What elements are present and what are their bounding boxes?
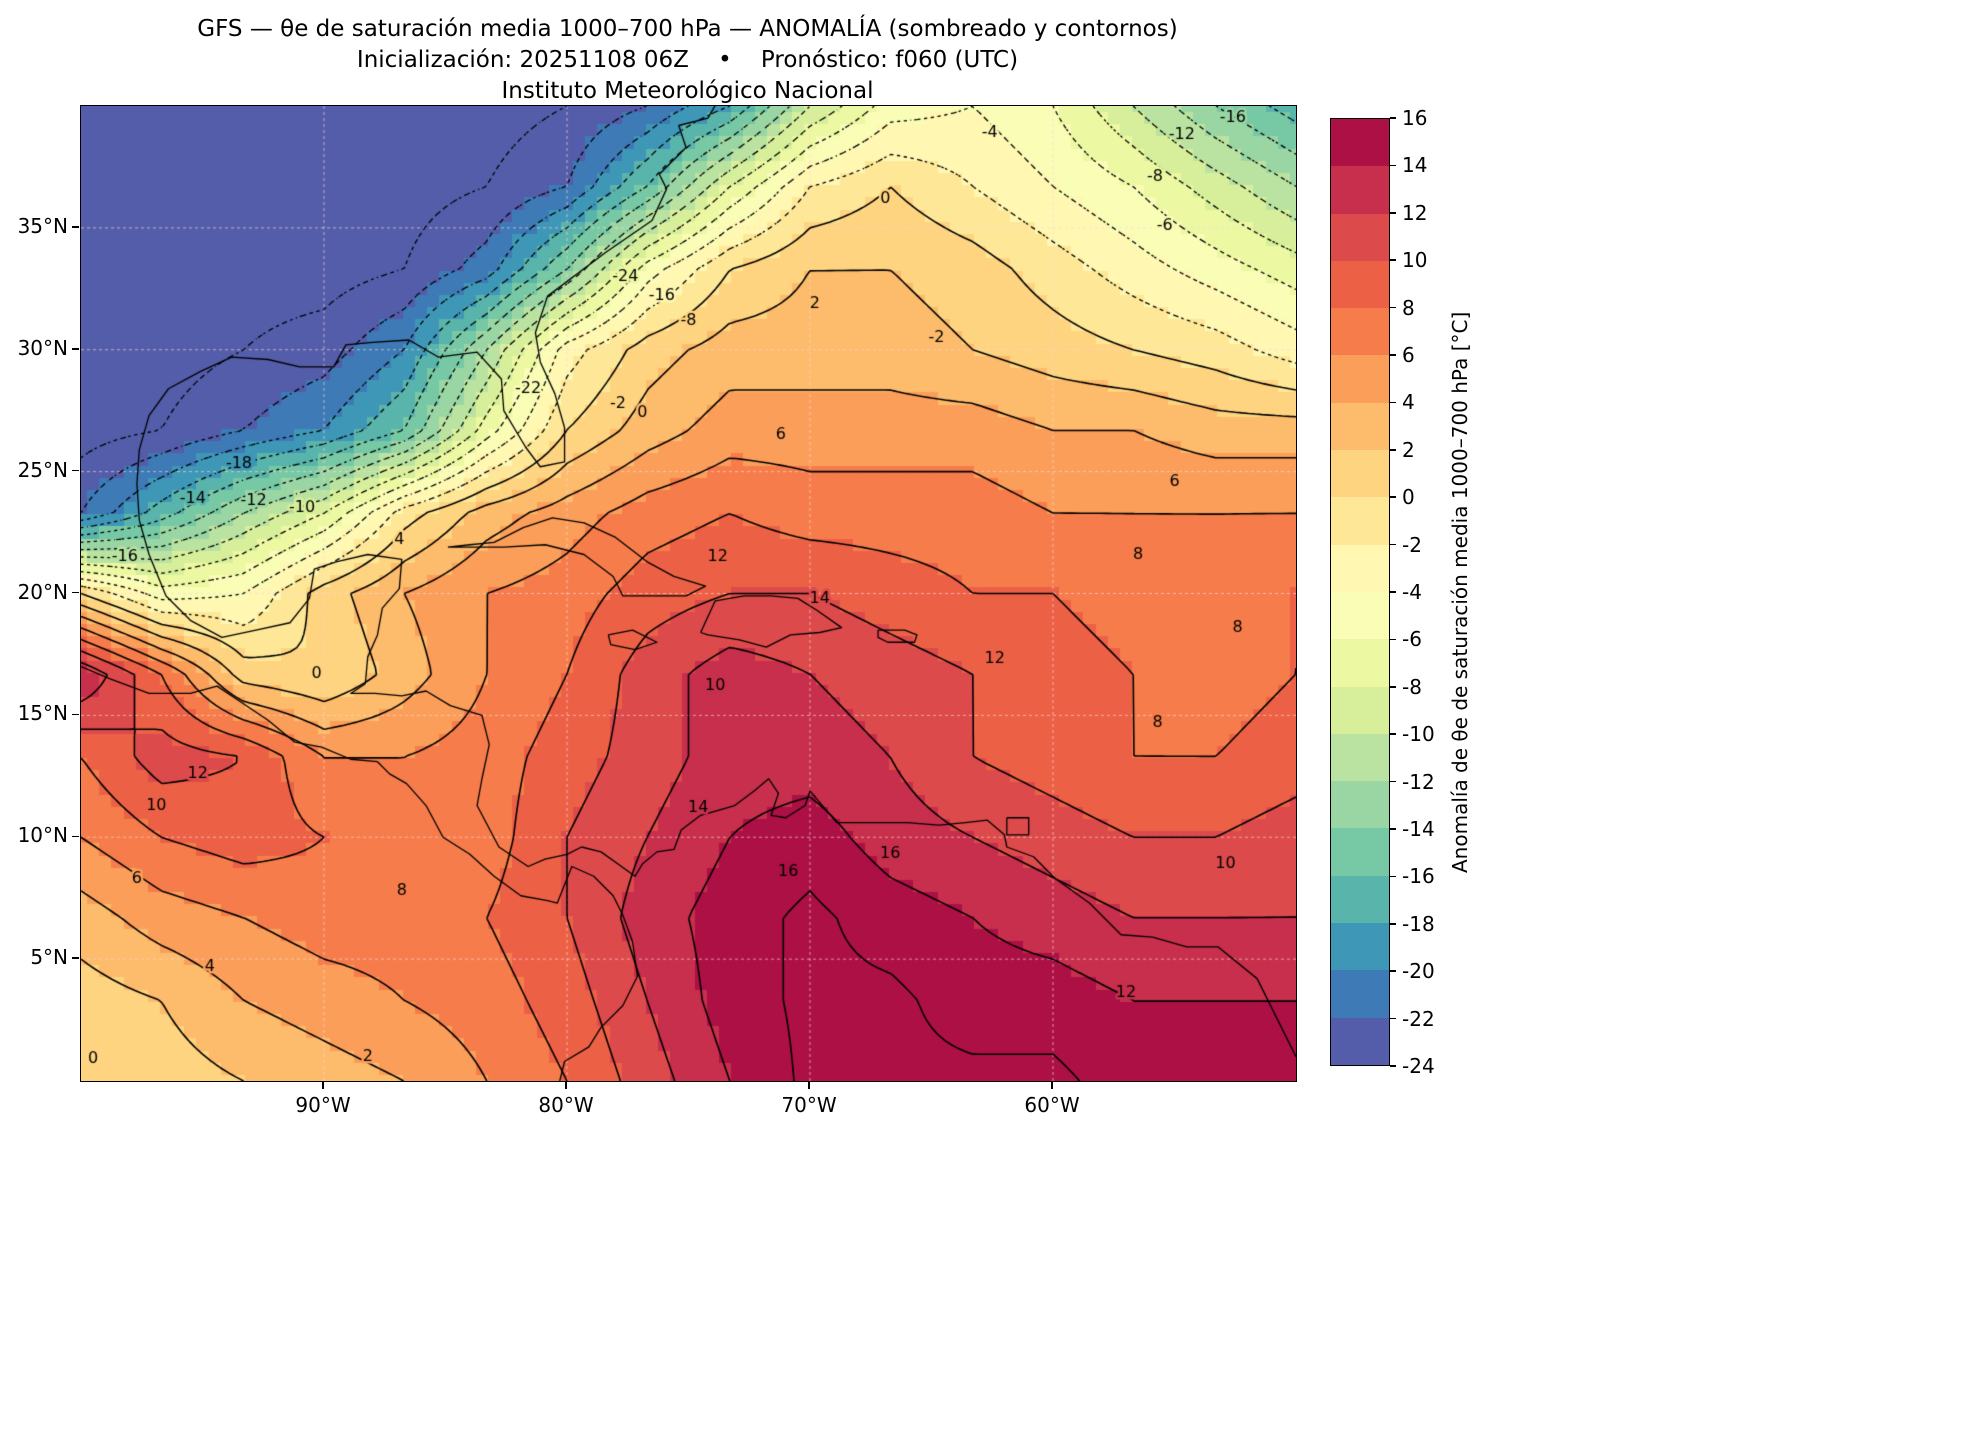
chart-title: GFS — θe de saturación media 1000–700 hP… — [197, 16, 1178, 42]
x-tick-label: 90°W — [295, 1093, 351, 1117]
y-tick-mark — [72, 591, 79, 594]
colorbar-axis-label: Anomalía de θe de saturación media 1000–… — [1448, 311, 1472, 873]
colorbar-tick-mark — [1390, 164, 1396, 167]
colorbar-tick-label: 6 — [1402, 343, 1415, 367]
colorbar-tick-mark — [1390, 686, 1396, 688]
colorbar-band — [1331, 639, 1389, 687]
colorbar-tick-label: 16 — [1402, 106, 1428, 130]
colorbar-band — [1331, 923, 1389, 971]
y-tick-mark — [72, 348, 79, 350]
colorbar-band — [1331, 1017, 1389, 1065]
colorbar-tick-mark — [1390, 1065, 1396, 1067]
anomaly-map-canvas — [80, 105, 1297, 1082]
colorbar-tick-label: -10 — [1402, 722, 1435, 747]
colorbar-band — [1331, 308, 1389, 356]
colorbar-band — [1331, 781, 1389, 829]
colorbar-tick-label: -12 — [1402, 769, 1435, 794]
y-tick-mark — [72, 835, 79, 837]
y-tick-label: 5°N — [30, 945, 68, 970]
x-tick-label: 60°W — [1024, 1093, 1080, 1117]
colorbar-tick-mark — [1390, 591, 1396, 593]
colorbar-band — [1331, 260, 1389, 309]
colorbar-tick-label: 14 — [1402, 153, 1428, 178]
colorbar-band — [1331, 497, 1389, 545]
colorbar-tick-mark — [1390, 212, 1396, 214]
x-tick-label: 70°W — [781, 1093, 837, 1117]
y-tick-label: 20°N — [17, 579, 68, 604]
colorbar-band — [1331, 119, 1389, 167]
y-tick-mark — [72, 713, 79, 716]
colorbar-tick-mark — [1390, 306, 1396, 309]
colorbar-tick-mark — [1390, 259, 1396, 261]
colorbar-tick-mark — [1390, 923, 1396, 925]
y-tick-label: 25°N — [17, 457, 68, 482]
x-tick-mark — [808, 1082, 810, 1089]
colorbar-band — [1331, 450, 1389, 498]
x-tick-mark — [322, 1082, 324, 1089]
colorbar-tick-label: 0 — [1402, 485, 1415, 510]
colorbar-band — [1331, 828, 1389, 876]
colorbar-tick-mark — [1390, 496, 1396, 498]
colorbar-tick-label: 2 — [1402, 437, 1415, 462]
colorbar-band — [1331, 733, 1389, 782]
y-tick-mark — [72, 957, 79, 959]
colorbar-tick-label: -20 — [1402, 959, 1435, 984]
colorbar-tick-label: -2 — [1402, 532, 1422, 557]
colorbar-band — [1331, 355, 1389, 403]
colorbar-tick-mark — [1390, 828, 1396, 830]
colorbar-tick-label: -4 — [1402, 580, 1422, 604]
colorbar-tick-mark — [1390, 780, 1396, 783]
title-block: GFS — θe de saturación media 1000–700 hP… — [80, 14, 1295, 107]
colorbar-bands — [1330, 118, 1390, 1066]
colorbar-band — [1331, 213, 1389, 261]
chart-subtitle-init-forecast: Inicialización: 20251108 06Z • Pronóstic… — [356, 47, 1019, 73]
colorbar-tick-label: -14 — [1402, 817, 1435, 841]
colorbar-tick-mark — [1390, 543, 1396, 546]
colorbar-tick-mark — [1390, 733, 1396, 735]
colorbar-tick-label: -6 — [1402, 627, 1422, 652]
y-tick-label: 30°N — [17, 335, 68, 360]
colorbar-band — [1331, 686, 1389, 734]
colorbar-band — [1331, 166, 1389, 214]
x-tick-mark — [1051, 1082, 1053, 1089]
colorbar-band — [1331, 970, 1389, 1018]
colorbar-tick-mark — [1390, 354, 1396, 356]
colorbar-tick-label: -18 — [1402, 911, 1435, 936]
x-tick-label: 80°W — [538, 1093, 594, 1117]
colorbar-tick-label: -24 — [1402, 1054, 1435, 1078]
colorbar-tick-label: 8 — [1402, 295, 1415, 320]
y-tick-label: 10°N — [17, 823, 68, 848]
colorbar-tick-label: -16 — [1402, 864, 1435, 889]
colorbar-tick-label: 4 — [1402, 390, 1415, 415]
colorbar-tick-mark — [1390, 970, 1396, 972]
y-tick-label: 35°N — [17, 213, 68, 238]
colorbar-band — [1331, 875, 1389, 924]
colorbar-tick-mark — [1390, 401, 1396, 404]
colorbar-tick-mark — [1390, 449, 1396, 451]
y-tick-label: 15°N — [17, 701, 68, 726]
colorbar-band — [1331, 544, 1389, 592]
x-tick-mark — [565, 1082, 567, 1089]
y-tick-mark — [72, 226, 79, 228]
colorbar-tick-mark — [1390, 117, 1396, 119]
chart-institution: Instituto Meteorológico Nacional — [501, 78, 874, 104]
colorbar-tick-mark — [1390, 638, 1396, 641]
colorbar-tick-label: 12 — [1402, 200, 1428, 225]
colorbar-tick-mark — [1390, 875, 1396, 878]
colorbar-tick-mark — [1390, 1017, 1396, 1020]
colorbar-tick-label: -22 — [1402, 1006, 1435, 1031]
colorbar-tick-label: -8 — [1402, 674, 1422, 699]
colorbar-band — [1331, 402, 1389, 451]
y-tick-mark — [72, 469, 79, 472]
colorbar-tick-label: 10 — [1402, 248, 1428, 273]
colorbar-band — [1331, 591, 1389, 640]
colorbar: Anomalía de θe de saturación media 1000–… — [1330, 106, 1550, 1078]
